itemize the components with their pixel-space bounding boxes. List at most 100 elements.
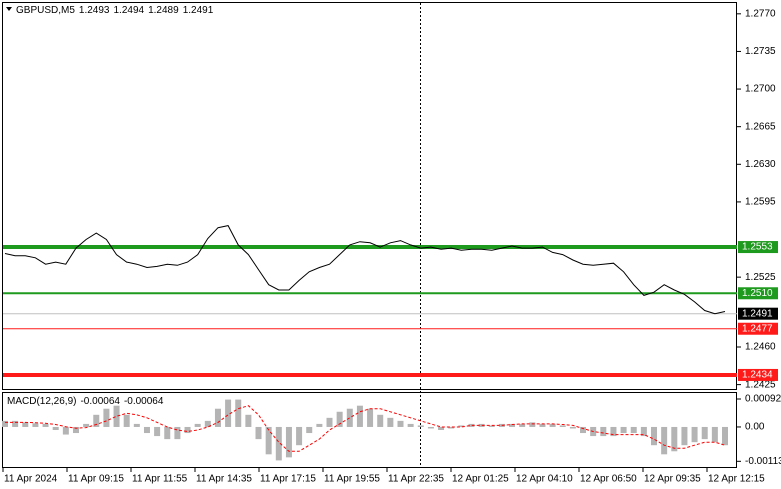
histogram-bar: [681, 426, 688, 446]
histogram-bar: [12, 420, 19, 427]
histogram-bar: [83, 423, 90, 427]
histogram-bar: [488, 425, 495, 427]
header-value: 1.2491: [183, 5, 214, 16]
histogram-bar: [407, 423, 414, 427]
x-tick-label: 11 Apr 14:35: [196, 474, 252, 485]
histogram-bar: [265, 426, 272, 455]
last-price-box: [738, 307, 778, 320]
price-panel-frame: [2, 2, 737, 390]
header-value: 1.2494: [114, 5, 145, 16]
level-label: 1.2553: [742, 242, 773, 253]
price-line: [4, 225, 726, 315]
histogram-bar: [204, 420, 211, 427]
histogram-bar: [356, 405, 363, 427]
y-tick-label: 1.2770: [745, 8, 776, 19]
histogram-bar: [559, 425, 566, 427]
macd-panel-frame: [2, 392, 737, 468]
histogram-bar: [316, 423, 323, 427]
level-label-box: [738, 241, 778, 254]
histogram-bar: [600, 426, 607, 437]
x-tick-label: 11 Apr 19:55: [324, 474, 380, 485]
x-tick-label: 12 Apr 01:25: [452, 474, 509, 485]
last-price-label: 1.2491: [742, 308, 773, 319]
histogram-bar: [72, 426, 79, 434]
histogram-bar: [22, 422, 29, 427]
x-tick-label: 12 Apr 09:35: [644, 474, 701, 485]
histogram-bar: [478, 423, 485, 427]
histogram-bar: [235, 399, 242, 427]
histogram-bar: [62, 426, 69, 435]
histogram-bar: [184, 426, 191, 434]
x-tick-label: 12 Apr 04:10: [516, 474, 573, 485]
level-label: 1.2510: [742, 288, 773, 299]
histogram-bar: [225, 399, 232, 427]
histogram-bar: [346, 408, 353, 427]
y-tick-label: 1.2735: [745, 46, 776, 57]
y-tick-label: 1.2665: [745, 121, 776, 132]
histogram-bar: [722, 426, 728, 446]
histogram-bar: [691, 426, 698, 443]
histogram-bar: [214, 408, 221, 427]
histogram-bar: [448, 426, 455, 429]
histogram-bar: [519, 423, 526, 427]
y-tick-label: 1.2425: [745, 379, 776, 390]
histogram-bar: [438, 426, 445, 430]
histogram-bar: [103, 408, 110, 427]
histogram-bar: [549, 423, 556, 427]
y-tick-label: 1.2630: [745, 159, 776, 170]
histogram-bar: [539, 423, 546, 427]
histogram-bar: [306, 426, 313, 434]
header-text: GBPUSD,M5 1.2493 1.2494 1.2489 1.2491: [16, 5, 214, 16]
histogram-bar: [367, 408, 374, 427]
histogram-bar: [113, 405, 120, 427]
header-value: -0.00064: [124, 396, 164, 407]
histogram-bar: [509, 423, 516, 427]
symbol-menu-arrow[interactable]: [6, 7, 12, 11]
histogram-bar: [52, 426, 59, 430]
y-tick-label: 0.00092: [745, 394, 781, 405]
level-label-box: [738, 322, 778, 335]
macd-header: MACD(12,26,9) -0.00064 -0.00064: [7, 396, 164, 407]
x-tick-label: 11 Apr 22:35: [388, 474, 444, 485]
y-tick-label: 1.2700: [745, 84, 776, 95]
histogram-bar: [275, 426, 282, 461]
x-tick-label: 11 Apr 2024: [4, 474, 58, 485]
histogram-bar: [143, 426, 150, 434]
x-tick-label: 11 Apr 09:15: [68, 474, 124, 485]
histogram-bar: [620, 426, 627, 434]
header-value: 1.2493: [79, 5, 110, 16]
price-header: GBPUSD,M5 1.2493 1.2494 1.2489 1.2491: [16, 5, 214, 16]
histogram-bar: [458, 425, 465, 427]
level-label-box: [738, 368, 778, 381]
histogram-bar: [32, 423, 39, 427]
header-value: 1.2489: [148, 5, 179, 16]
histogram-bar: [255, 426, 262, 440]
histogram-bar: [630, 426, 637, 434]
histogram-bar: [326, 417, 333, 427]
histogram-bar: [93, 414, 100, 427]
histogram-bar: [529, 422, 536, 427]
histogram-bar: [427, 426, 434, 429]
level-label: 1.2477: [742, 323, 773, 334]
header-text: MACD(12,26,9) -0.00064 -0.00064: [7, 396, 164, 407]
histogram-bar: [640, 426, 647, 437]
signal-line: [5, 405, 726, 452]
histogram-bar: [2, 420, 8, 427]
histogram-bar: [296, 426, 303, 446]
histogram-bar: [164, 426, 171, 440]
histogram-bar: [154, 426, 161, 437]
histogram-bar: [174, 426, 181, 440]
histogram-bar: [245, 414, 252, 427]
x-tick-label: 11 Apr 11:55: [132, 474, 188, 485]
histogram-bar: [711, 426, 718, 443]
histogram-bar: [194, 423, 201, 427]
histogram-bar: [580, 426, 587, 434]
histogram-bar: [701, 426, 708, 440]
histogram-bar: [671, 426, 678, 452]
y-tick-label: 0.00: [745, 422, 765, 433]
header-value: MACD(12,26,9): [7, 396, 76, 407]
header-value: -0.00064: [80, 396, 120, 407]
y-tick-label: 1.2460: [745, 342, 776, 353]
histogram-bar: [377, 414, 384, 427]
